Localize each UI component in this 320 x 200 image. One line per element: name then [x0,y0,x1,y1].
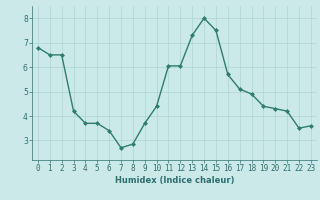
X-axis label: Humidex (Indice chaleur): Humidex (Indice chaleur) [115,176,234,185]
